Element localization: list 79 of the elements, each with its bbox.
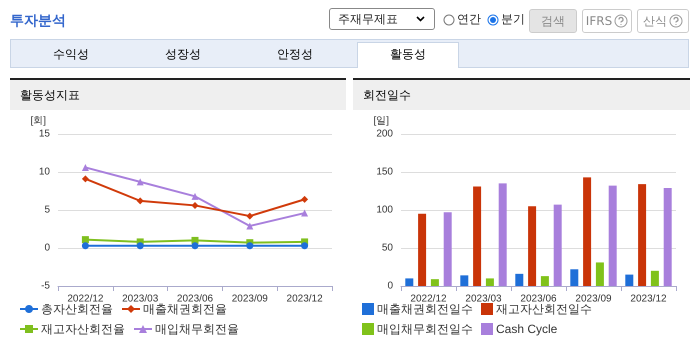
- y-tick-label: 0: [387, 280, 394, 292]
- point: [246, 222, 254, 230]
- x-tick-label: 2023/03: [122, 294, 159, 304]
- legend-label: 재고자산회전율: [41, 322, 125, 336]
- y-tick-label: 50: [382, 242, 394, 254]
- bar: [430, 279, 439, 286]
- text: 안정성: [276, 46, 314, 63]
- x-tick-label: 2023/12: [630, 294, 668, 304]
- legend-label: 재고자산회전일수: [496, 302, 592, 316]
- x-tick-label: 2023/12: [286, 294, 324, 304]
- bar: [554, 204, 562, 286]
- bar: [650, 270, 659, 286]
- point: [136, 242, 144, 250]
- point: [246, 212, 254, 220]
- y-tick-label: -5: [41, 280, 50, 292]
- point: [192, 192, 198, 200]
- bar: [418, 214, 426, 286]
- bar: [444, 212, 452, 286]
- text: 산식: [637, 9, 689, 33]
- bar: [486, 278, 494, 286]
- y-tick-label: 15: [38, 128, 50, 140]
- text: 수익성: [52, 46, 90, 63]
- bar: [515, 274, 524, 286]
- text: 투자분석: [10, 12, 66, 30]
- chart-title: 회전일수: [353, 80, 690, 110]
- bar: [540, 276, 549, 286]
- point: [192, 202, 198, 209]
- point: [82, 164, 89, 171]
- legend-label: 매출채권회전율: [143, 302, 227, 316]
- text: 검색: [529, 9, 577, 33]
- legend-label: 총자산회전율: [41, 302, 113, 316]
- chart-title: 활동성지표: [10, 80, 346, 110]
- text: IFRS: [582, 9, 632, 33]
- legend-label: Cash Cycle: [496, 322, 558, 336]
- point: [82, 236, 89, 244]
- point: [246, 242, 254, 250]
- text: 활동성: [357, 42, 459, 68]
- point: [192, 242, 198, 250]
- y-tick-label: 100: [376, 204, 394, 216]
- legend-label: 매입채무회전율: [155, 322, 239, 336]
- x-tick-label: 2023/03: [465, 294, 502, 304]
- point: [301, 210, 308, 217]
- point: [136, 178, 144, 186]
- y-tick-label: 5: [44, 204, 50, 216]
- y-axis-title: [회]: [30, 116, 46, 126]
- bar: [583, 177, 592, 286]
- x-tick-label: 2023/09: [575, 294, 612, 304]
- point: [82, 175, 89, 182]
- bar: [498, 183, 507, 286]
- bar: [570, 269, 578, 286]
- x-tick-label: 2022/12: [410, 294, 448, 304]
- bar: [528, 206, 536, 286]
- text: 분기: [501, 11, 525, 28]
- text: 연간: [457, 11, 481, 28]
- legend-label: 매입채무회전일수: [377, 322, 473, 336]
- text: 성장성: [164, 46, 202, 63]
- point: [301, 242, 308, 250]
- y-axis-title: [일]: [373, 116, 390, 126]
- x-tick-label: 2022/12: [67, 294, 104, 304]
- bar: [608, 186, 617, 286]
- x-tick-label: 2023/06: [176, 294, 214, 304]
- point: [301, 196, 308, 203]
- y-tick-label: 150: [376, 166, 394, 178]
- point: [136, 197, 144, 204]
- bar: [664, 188, 672, 286]
- legend-label: 매출채권회전일수: [377, 302, 473, 316]
- bar: [596, 262, 604, 286]
- bar: [625, 274, 634, 286]
- bar: [405, 278, 414, 286]
- point: [82, 242, 89, 250]
- x-tick-label: 2023/06: [520, 294, 558, 304]
- y-tick-label: 0: [44, 242, 50, 254]
- y-tick-label: 10: [38, 166, 50, 178]
- y-tick-label: 200: [376, 128, 394, 140]
- dropdown-field: 주재무제표: [329, 8, 435, 30]
- x-tick-label: 2023/09: [232, 294, 268, 304]
- bar: [638, 184, 646, 286]
- bar: [460, 275, 468, 286]
- bar: [473, 186, 482, 286]
